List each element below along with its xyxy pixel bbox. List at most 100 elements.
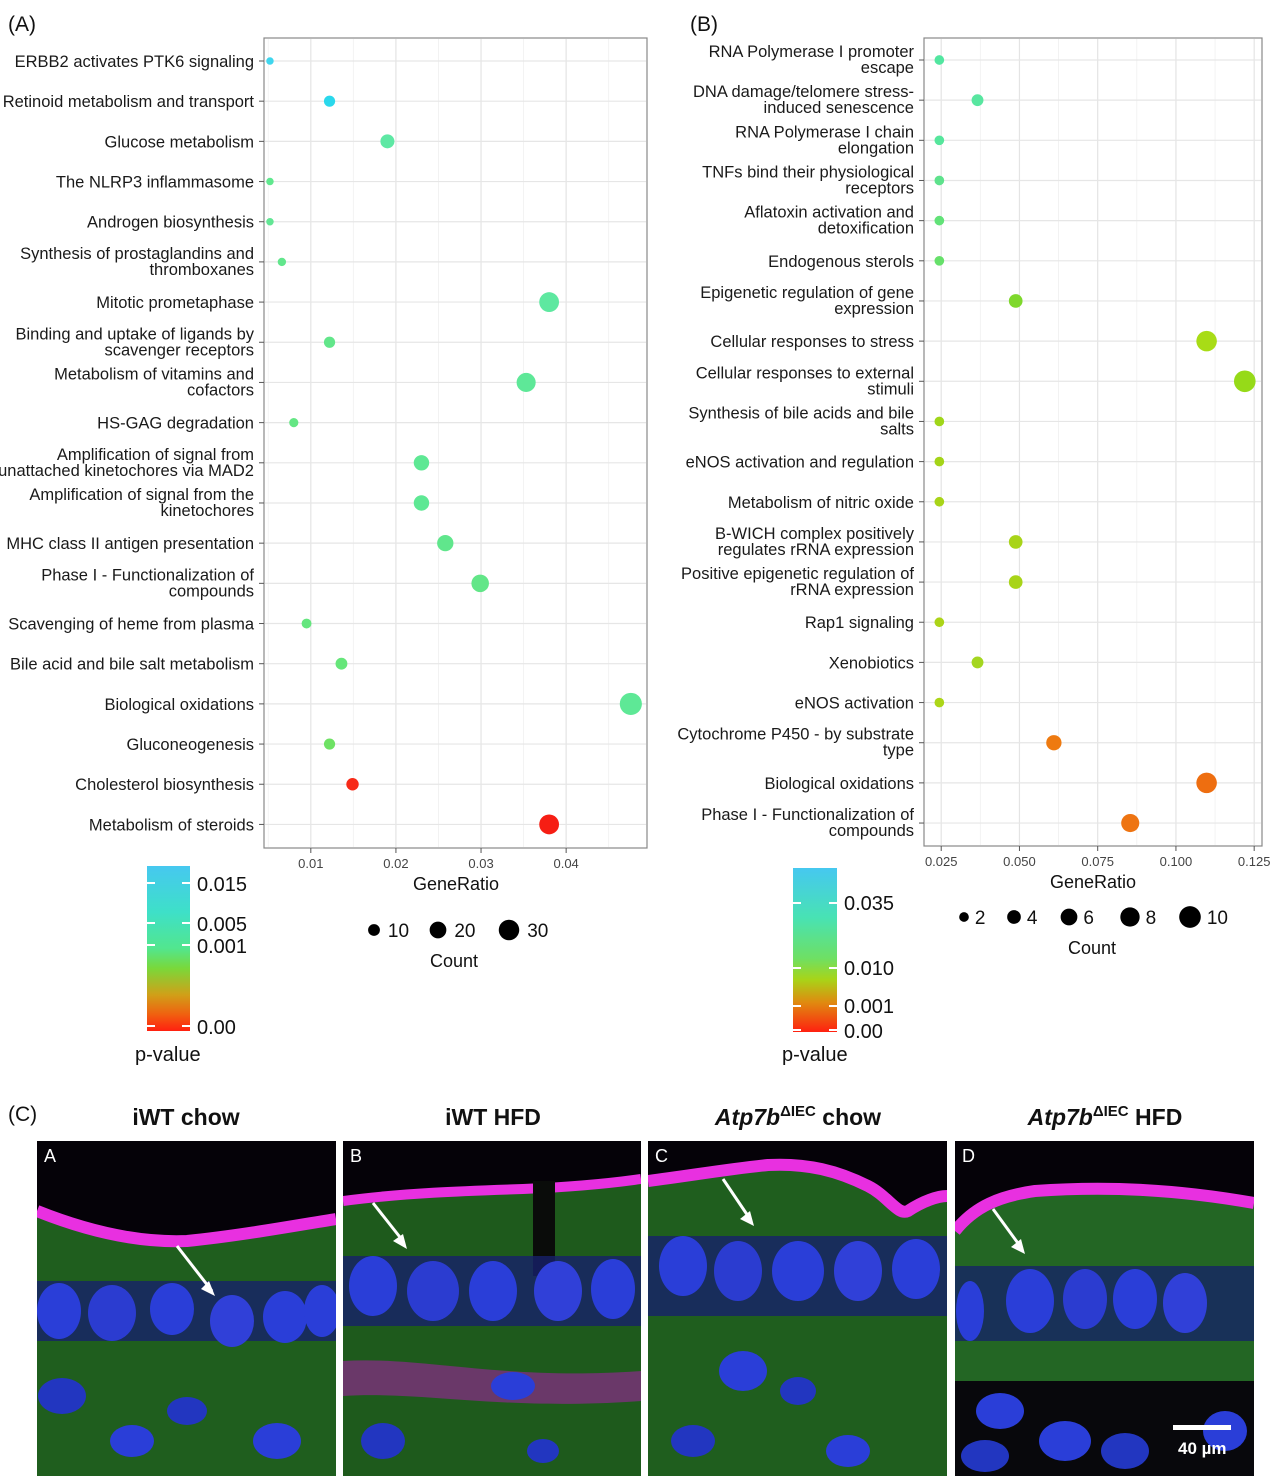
panel-a-colorbar-label: 0.015 bbox=[197, 874, 247, 896]
y-tick-label: Phase I - Functionalization of compounds bbox=[41, 566, 254, 600]
y-tick-label: Bile acid and bile salt metabolism bbox=[10, 656, 254, 674]
panel-b-size-legend-title: Count bbox=[1068, 938, 1116, 958]
panel-a-colorbar bbox=[147, 866, 190, 1031]
panel-b-label: (B) bbox=[690, 13, 718, 36]
panel-a-points bbox=[266, 57, 642, 835]
data-point bbox=[266, 57, 274, 65]
data-point bbox=[1046, 735, 1062, 751]
data-point bbox=[1196, 772, 1217, 794]
size-legend-label: 2 bbox=[975, 908, 986, 929]
data-point bbox=[934, 617, 945, 628]
data-point bbox=[1233, 370, 1256, 393]
panel-a-colorbar-ticks bbox=[147, 882, 190, 1027]
panel-b-colorbar-ticks bbox=[793, 902, 837, 1031]
data-point bbox=[266, 177, 274, 186]
data-point bbox=[934, 416, 945, 427]
data-point bbox=[539, 292, 560, 312]
panel-b-color-legend-title: p-value bbox=[782, 1044, 848, 1066]
micrograph-tile: C bbox=[648, 1141, 947, 1476]
scale-bar-label: 40 µm bbox=[1178, 1439, 1227, 1458]
panel-a-size-legend: 10 20 30 bbox=[368, 919, 548, 942]
panel-b-colorbar-label: 0.010 bbox=[844, 958, 894, 980]
micrograph-title: Atp7bΔIEC HFD bbox=[1027, 1103, 1183, 1130]
y-tick-label: Amplification of signal from the kinetoch… bbox=[29, 486, 254, 520]
data-point bbox=[471, 574, 489, 593]
micrograph-title: iWT chow bbox=[132, 1104, 239, 1130]
tile-letter: B bbox=[350, 1146, 363, 1166]
data-point bbox=[413, 455, 430, 471]
panel-a-colorbar-label: 0.001 bbox=[197, 936, 247, 958]
y-tick-label: Biological oxidations bbox=[104, 696, 254, 714]
data-point bbox=[971, 656, 984, 669]
data-point bbox=[1008, 575, 1023, 589]
size-legend-label: 10 bbox=[1207, 908, 1228, 929]
panel-a-colorbar-label: 0.00 bbox=[197, 1017, 236, 1039]
size-legend-dot bbox=[1060, 908, 1078, 926]
size-legend-label: 20 bbox=[454, 921, 475, 942]
micrograph-tile: B bbox=[343, 1141, 641, 1476]
micrograph-title: iWT HFD bbox=[445, 1104, 541, 1130]
panel-b-y-labels: RNA Polymerase I promoter escape DNA damag… bbox=[677, 43, 924, 840]
y-tick-label: Rap1 signaling bbox=[805, 614, 914, 632]
data-point bbox=[934, 255, 945, 266]
data-point bbox=[437, 535, 454, 552]
x-tick-label: 0.04 bbox=[553, 856, 578, 871]
data-point bbox=[934, 175, 945, 186]
x-tick-label: 0.01 bbox=[298, 856, 323, 871]
y-tick-label: eNOS activation and regulation bbox=[686, 454, 914, 472]
data-point bbox=[413, 495, 430, 511]
data-point bbox=[266, 217, 274, 226]
x-tick-label: 0.100 bbox=[1160, 854, 1193, 869]
panel-b-colorbar-label: 0.001 bbox=[844, 996, 894, 1018]
y-tick-label: Cholesterol biosynthesis bbox=[75, 776, 254, 794]
size-legend-label: 8 bbox=[1146, 908, 1157, 929]
y-tick-label: Scavenging of heme from plasma bbox=[8, 616, 255, 634]
micrograph-tile: D 40 µm bbox=[955, 1141, 1254, 1476]
y-tick-label: Epigenetic regulation of gene expression bbox=[700, 284, 914, 318]
y-tick-label: B-WICH complex positively regulates rRNA … bbox=[715, 525, 915, 559]
y-tick-label: Cytochrome P450 - by substrate type bbox=[677, 726, 914, 760]
data-point bbox=[934, 456, 945, 467]
data-point bbox=[289, 418, 299, 428]
panel-c-label: (C) bbox=[8, 1103, 37, 1126]
y-tick-label: Metabolism of vitamins and cofactors bbox=[54, 365, 254, 399]
panel-a-x-ticks: 0.01 0.02 0.03 0.04 bbox=[298, 848, 579, 871]
size-legend-dot bbox=[1007, 910, 1021, 924]
x-tick-label: 0.02 bbox=[383, 856, 408, 871]
tile-letter: A bbox=[44, 1146, 57, 1166]
panel-a-y-labels: ERBB2 activates PTK6 signaling Retinoid m… bbox=[0, 53, 264, 834]
panel-b-x-ticks: 0.025 0.050 0.075 0.100 0.125 bbox=[925, 846, 1270, 869]
size-legend-dot bbox=[1179, 906, 1201, 928]
data-point bbox=[539, 814, 560, 835]
y-tick-label: Retinoid metabolism and transport bbox=[3, 93, 255, 111]
y-tick-label: Biological oxidations bbox=[764, 775, 914, 793]
panel-b-plot-area bbox=[923, 37, 1263, 847]
tile-letter: C bbox=[655, 1146, 668, 1166]
y-tick-label: Gluconeogenesis bbox=[126, 736, 254, 754]
micrograph-title: Atp7bΔIEC chow bbox=[714, 1103, 881, 1130]
y-tick-label: Metabolism of nitric oxide bbox=[728, 494, 914, 512]
data-point bbox=[1008, 294, 1023, 308]
y-tick-label: RNA Polymerase I promoter escape bbox=[709, 43, 915, 77]
x-tick-label: 0.075 bbox=[1081, 854, 1114, 869]
panel-b-size-legend: 2 4 6 8 10 bbox=[959, 906, 1228, 929]
panel-a-colorbar-label: 0.005 bbox=[197, 914, 247, 936]
panel-a-grid bbox=[265, 39, 646, 847]
panel-a-size-legend-title: Count bbox=[430, 951, 478, 971]
data-point bbox=[1196, 330, 1217, 352]
data-point bbox=[380, 134, 395, 149]
panel-a-plot-area bbox=[263, 37, 648, 849]
y-tick-label: Cellular responses to stress bbox=[710, 333, 914, 351]
y-tick-label: TNFs bind their physiological receptors bbox=[702, 163, 914, 197]
y-tick-label: Glucose metabolism bbox=[105, 133, 254, 151]
panel-b-colorbar-label: 0.035 bbox=[844, 893, 894, 915]
y-tick-label: HS-GAG degradation bbox=[97, 415, 254, 433]
data-point bbox=[516, 372, 536, 392]
x-tick-label: 0.025 bbox=[925, 854, 958, 869]
data-point bbox=[934, 215, 945, 226]
size-legend-label: 4 bbox=[1027, 908, 1038, 929]
panel-b-colorbar bbox=[793, 868, 837, 1032]
size-legend-dot bbox=[1120, 907, 1140, 927]
data-point bbox=[934, 496, 945, 507]
